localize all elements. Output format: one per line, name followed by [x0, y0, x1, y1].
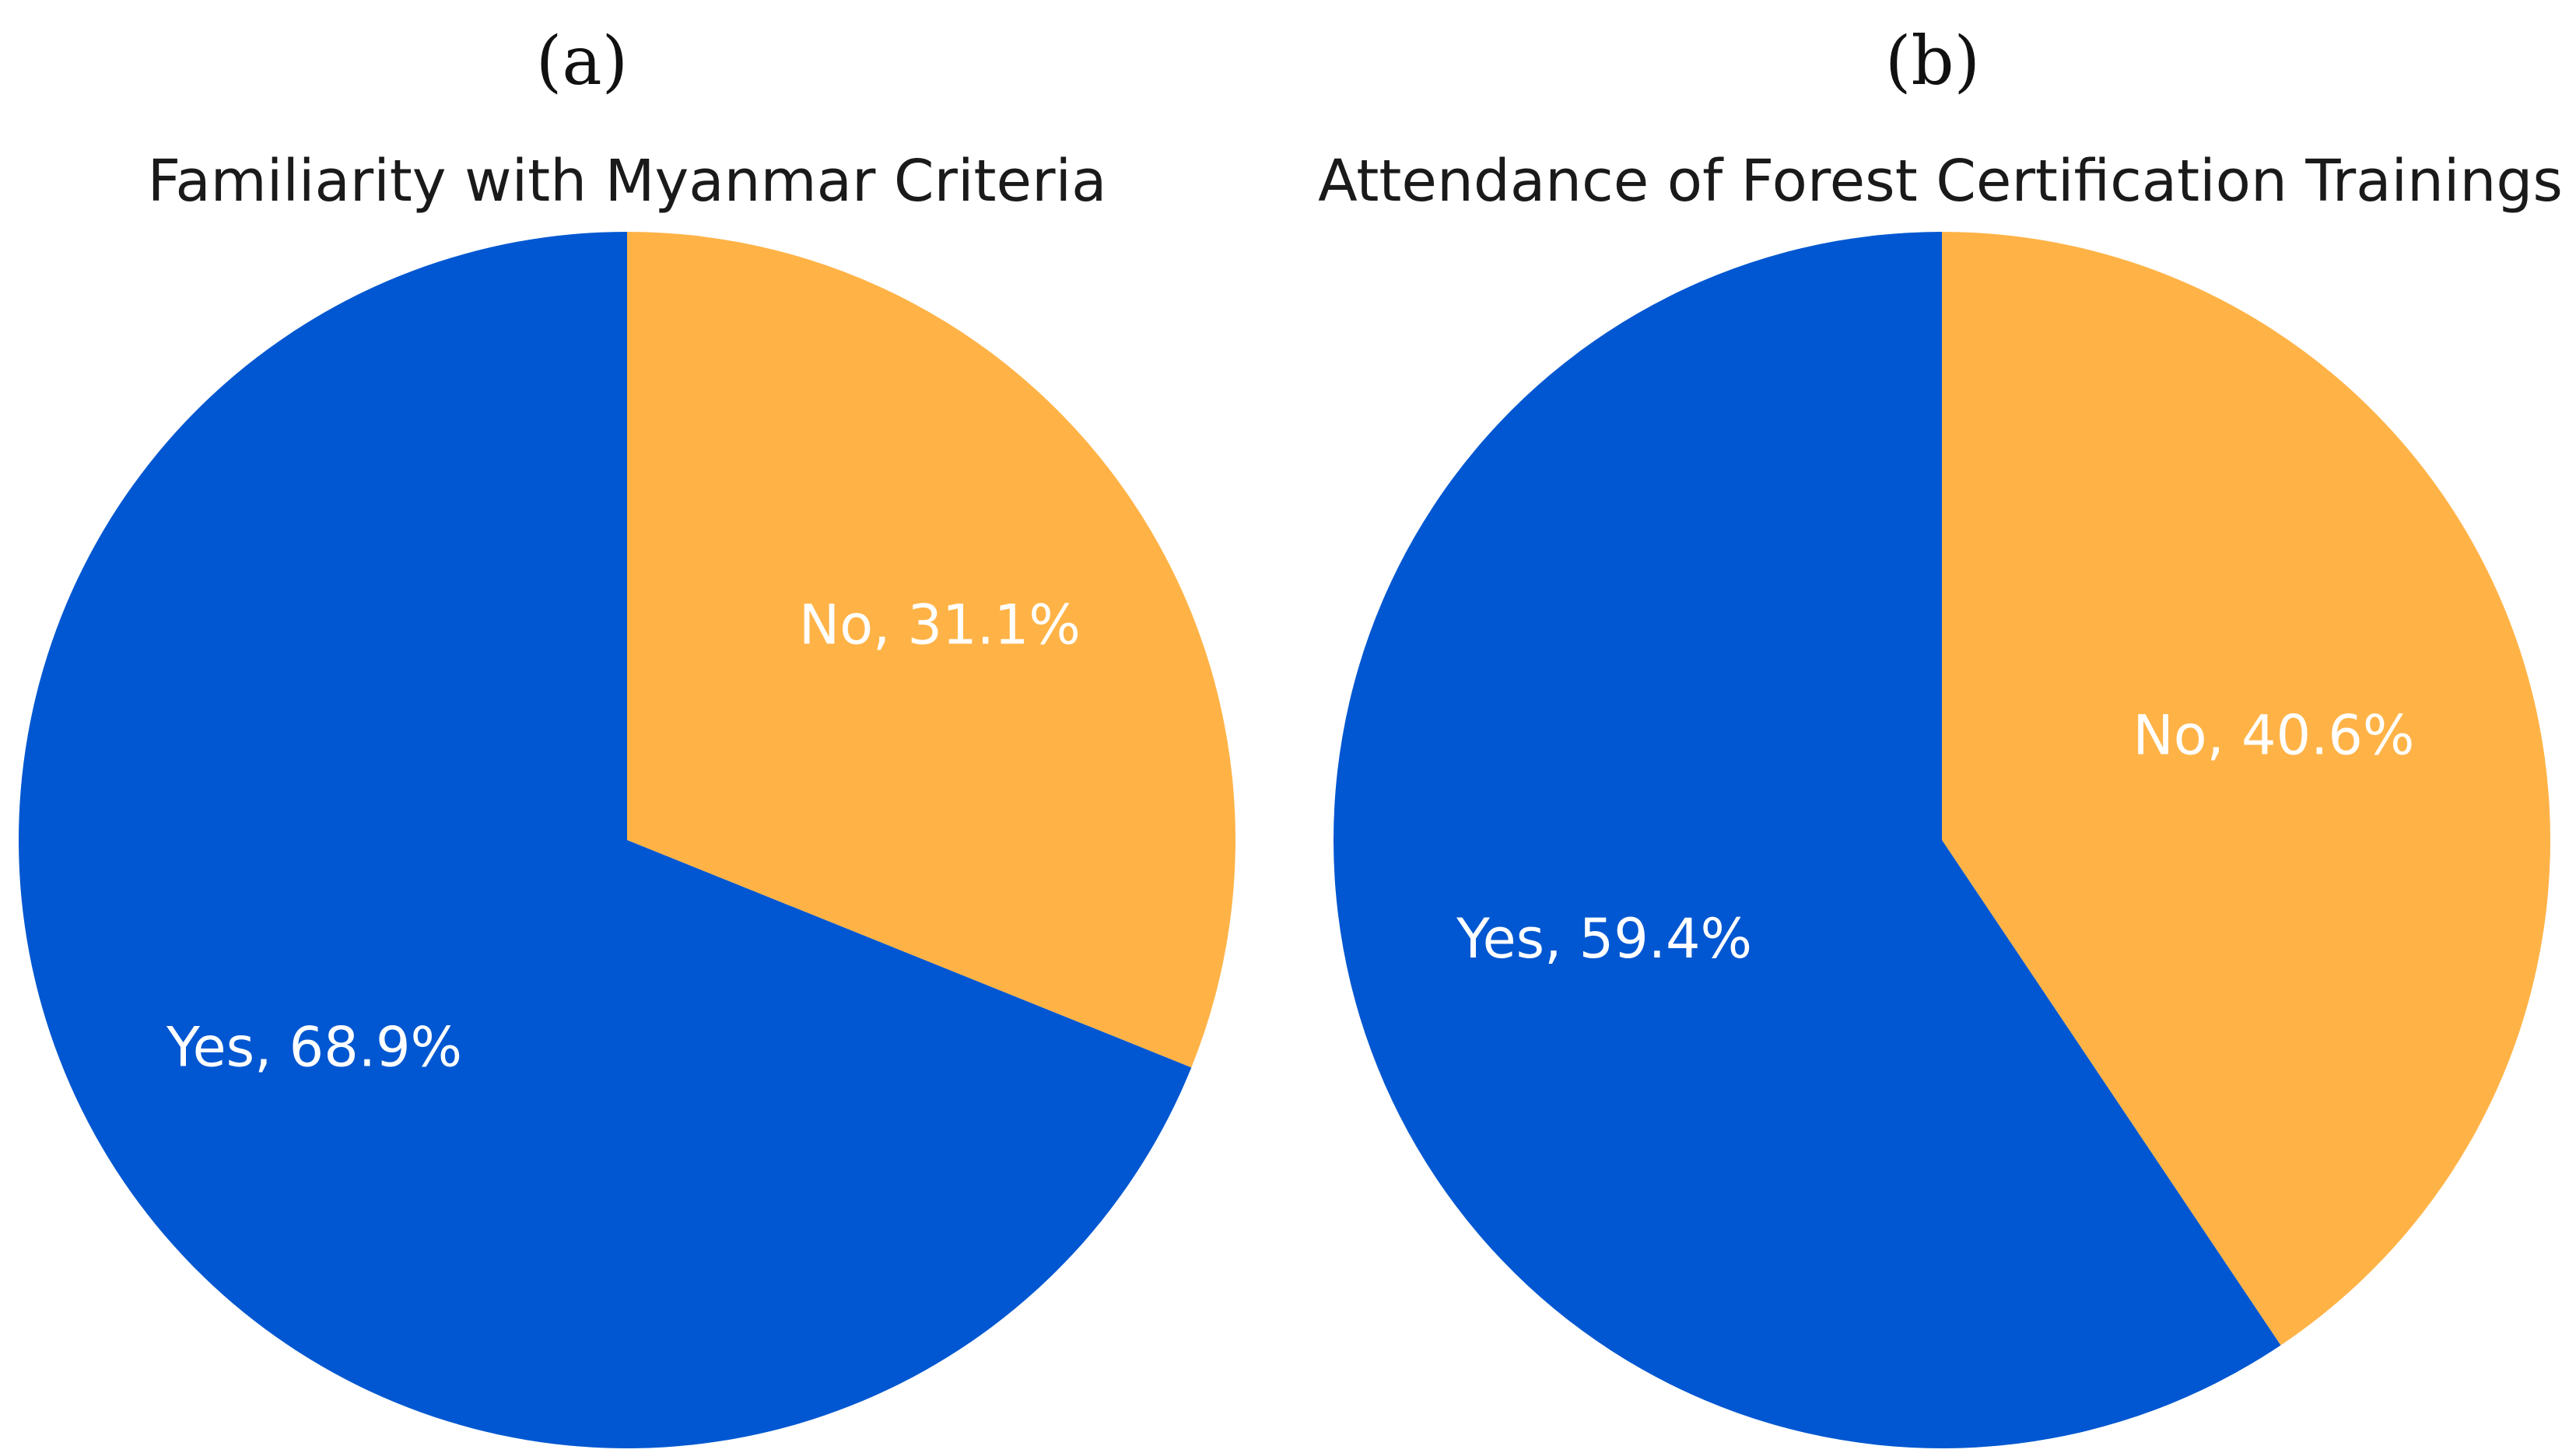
pie-slice-no-b — [1942, 232, 2551, 1346]
pie-slice-yes-a — [18, 232, 1192, 1448]
pie-slice-yes-b — [1334, 232, 2281, 1448]
slices-a — [18, 232, 1235, 1448]
slice-label-yes-b: Yes, 59.4% — [1456, 907, 1752, 971]
slices-b — [1334, 232, 2551, 1448]
slice-labels-b: No, 40.6% Yes, 59.4% — [1456, 703, 2414, 971]
pie-chart-b: (b) Attendance of Forest Certification T… — [1318, 23, 2563, 1448]
slice-label-no-a: No, 31.1% — [799, 593, 1081, 657]
pie-chart-a: (a) Familiarity with Myanmar Criteria No… — [18, 23, 1235, 1448]
panel-label-b: (b) — [1885, 23, 1980, 100]
slice-label-yes-a: Yes, 68.9% — [166, 1015, 462, 1079]
slice-label-no-b: No, 40.6% — [2133, 703, 2414, 767]
slice-labels-a: No, 31.1% Yes, 68.9% — [166, 593, 1081, 1080]
chart-title-a: Familiarity with Myanmar Criteria — [148, 148, 1107, 215]
pie-slice-no-a — [627, 232, 1235, 1068]
chart-title-b: Attendance of Forest Certification Train… — [1318, 148, 2563, 215]
panel-label-a: (a) — [536, 23, 628, 100]
